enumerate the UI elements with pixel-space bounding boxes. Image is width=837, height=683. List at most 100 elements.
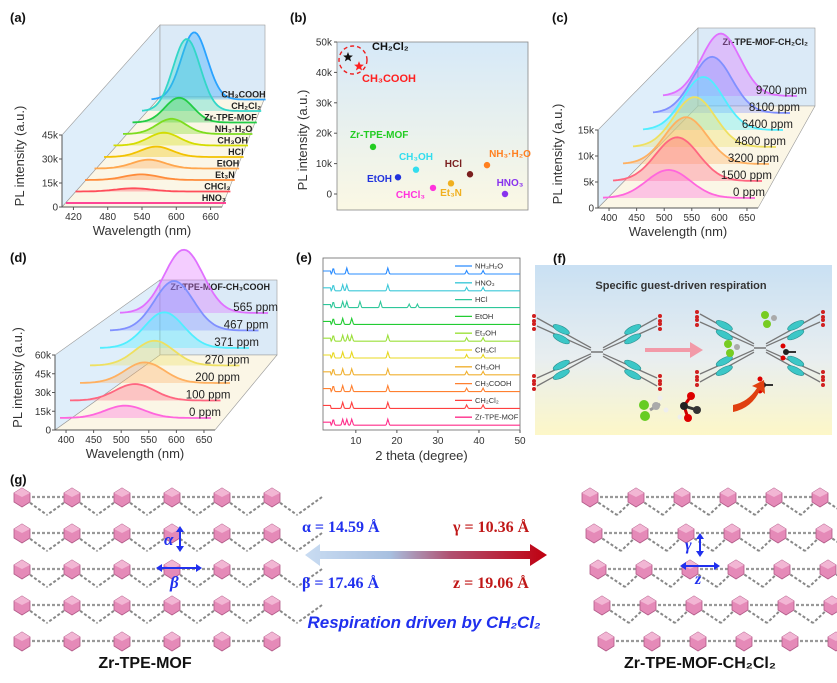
panel-label-g: (g) — [10, 472, 27, 487]
zr-cluster-face — [728, 560, 744, 569]
chlorine-atom — [763, 320, 771, 328]
chart-c: 0 5k 10k 15k 400 450 500 550 600 650 Wavelength (n… — [550, 27, 816, 239]
data-label: CHCl₃ — [396, 190, 425, 201]
x-tick-label: 20 — [391, 436, 403, 447]
xrd-pattern — [323, 299, 520, 309]
gamma-symbol: γ — [685, 537, 692, 554]
xrd-pattern — [323, 316, 520, 326]
series-label: 200 ppm — [195, 372, 240, 384]
zr-cluster-face — [820, 560, 836, 569]
oxygen-atom — [821, 370, 825, 374]
series-line — [642, 76, 783, 131]
x-tick-label: 650 — [739, 213, 756, 224]
series-label: 6400 ppm — [742, 119, 793, 131]
series-label: Et₃N — [215, 170, 235, 180]
chart-e: 10 20 30 40 50 2 theta (degree) NH₃H₂O HNO₃ HCl E… — [322, 257, 526, 463]
framework-structure-left — [13, 487, 323, 652]
zr-cluster-face — [14, 524, 30, 533]
y-tick-label: 40k — [316, 68, 333, 79]
y-tick-label: 5k — [583, 178, 595, 189]
y-tick-label: 50k — [316, 38, 333, 49]
x-tick-label: 450 — [85, 435, 102, 446]
series-line — [151, 31, 266, 101]
xrd-pattern — [323, 383, 520, 393]
tpe-linker-molecule — [532, 314, 662, 391]
oxygen-atom — [658, 379, 662, 383]
oxygen-atom — [695, 383, 699, 387]
chlorine-atom — [726, 349, 734, 357]
series-line — [60, 404, 211, 419]
data-label: HCl — [445, 159, 462, 170]
y-tick-label: 30k — [35, 388, 52, 399]
framework-structure-right — [581, 487, 837, 652]
x-tick-label: 30 — [432, 436, 444, 447]
right-structure-label: Zr-TPE-MOF-CH₂Cl₂ — [624, 655, 776, 672]
linker — [296, 604, 323, 624]
xrd-pattern — [323, 333, 520, 343]
zr-cluster-face — [14, 560, 30, 569]
zr-cluster-face — [828, 632, 837, 641]
x-tick-label: 450 — [628, 213, 645, 224]
series-fill — [70, 384, 221, 401]
series-label: NH₃·H₂O — [215, 124, 253, 134]
phenyl-ring — [624, 333, 642, 345]
oxygen-atom — [532, 314, 536, 318]
phenyl-ring — [715, 320, 733, 331]
zr-cluster-face — [114, 596, 130, 605]
beta-symbol: β — [169, 573, 179, 592]
y-tick-label: 10k — [578, 152, 595, 163]
data-label: Zr-TPE-MOF — [350, 130, 408, 141]
y-axis-title: PL intensity (a.u.) — [550, 104, 565, 205]
data-label: HNO₃ — [497, 178, 524, 189]
back-wall — [697, 27, 816, 107]
zr-cluster-face — [812, 488, 828, 497]
zr-cluster-face — [214, 632, 230, 641]
linker — [296, 568, 323, 588]
y-tick-label: 15k — [42, 179, 59, 190]
star-marker — [354, 61, 364, 71]
series-line — [70, 383, 221, 402]
zr-cluster-face — [164, 632, 180, 641]
zr-cluster-face — [598, 632, 614, 641]
data-label: NH₃·H₂O — [489, 149, 531, 160]
oxygen-atom — [821, 315, 825, 319]
series-line — [94, 158, 240, 170]
carbon-atom — [771, 315, 777, 321]
legend-label: CH₃OH — [475, 362, 500, 371]
carbon-atom — [734, 344, 740, 350]
zr-cluster-face — [214, 488, 230, 497]
zr-cluster-face — [590, 560, 606, 569]
series-line — [612, 136, 762, 182]
oxygen-atom — [695, 318, 699, 322]
zr-cluster-face — [782, 632, 798, 641]
oxygen-atom — [532, 382, 536, 386]
data-point — [412, 166, 420, 173]
legend-label: HCl — [475, 295, 488, 304]
zr-cluster-face — [582, 488, 598, 497]
series-line — [75, 187, 231, 193]
series-fill — [142, 39, 262, 112]
xrd-pattern — [323, 282, 520, 293]
x-axis-title: 2 theta (degree) — [375, 448, 468, 463]
x-tick-label: 10 — [350, 436, 362, 447]
phenyl-ring — [624, 324, 642, 335]
zr-cluster-face — [214, 596, 230, 605]
oxygen-atom — [821, 323, 825, 327]
panel-g: α β γ z α = 14.59 Å β = 17.46 Å γ = 10.3… — [13, 487, 837, 672]
zr-cluster-face — [640, 596, 656, 605]
linker — [616, 496, 637, 516]
y-tick-label: 45k — [35, 369, 52, 380]
linker — [762, 568, 783, 588]
series-label: 270 ppm — [205, 355, 250, 367]
x-axis-title: Wavelength (nm) — [93, 223, 192, 238]
zr-cluster-face — [766, 488, 782, 497]
linker — [624, 568, 645, 588]
zr-cluster-face — [674, 488, 690, 497]
chlorine-atom — [761, 311, 769, 319]
legend-label: Et₃OH — [475, 329, 496, 338]
curved-arrow-icon — [733, 380, 765, 412]
linker — [754, 496, 775, 516]
xrd-pattern — [323, 400, 520, 409]
oxygen-atom — [532, 327, 536, 331]
gamma-dimension-arrow — [696, 533, 704, 557]
